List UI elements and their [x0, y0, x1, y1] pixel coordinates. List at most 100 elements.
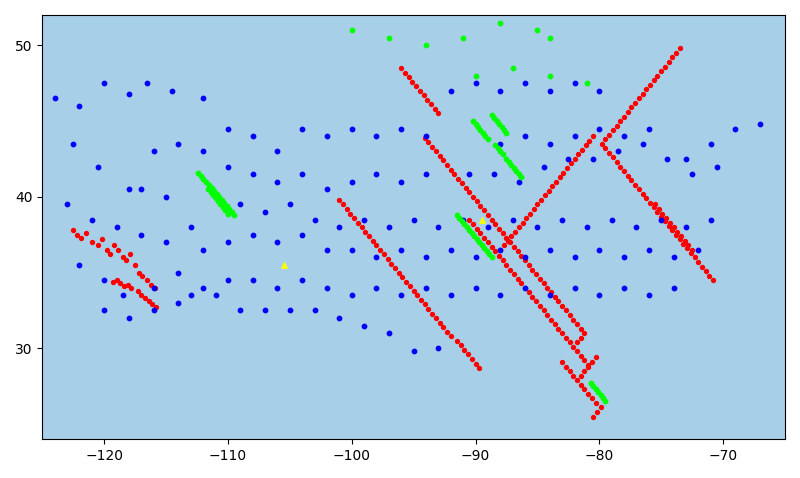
- Point: [458, 346, 470, 354]
- Point: [681, 245, 694, 252]
- Point: [629, 99, 642, 107]
- Point: [110, 276, 123, 284]
- Point: [468, 232, 481, 240]
- Point: [633, 185, 646, 193]
- Point: [469, 359, 482, 367]
- Point: [432, 345, 445, 352]
- Point: [640, 86, 653, 93]
- Point: [593, 292, 606, 299]
- Point: [567, 316, 580, 324]
- Point: [595, 140, 608, 148]
- Point: [428, 105, 441, 113]
- Point: [382, 34, 395, 42]
- Point: [346, 246, 358, 254]
- Point: [706, 276, 719, 284]
- Point: [100, 246, 113, 254]
- Point: [511, 275, 524, 282]
- Point: [234, 307, 246, 315]
- Point: [358, 216, 370, 223]
- Point: [729, 125, 742, 132]
- Point: [570, 320, 583, 328]
- Point: [321, 185, 334, 193]
- Point: [389, 264, 402, 272]
- Point: [494, 87, 506, 95]
- Point: [594, 403, 607, 411]
- Point: [359, 228, 372, 236]
- Point: [520, 214, 533, 222]
- Point: [466, 220, 479, 228]
- Point: [478, 234, 490, 241]
- Point: [582, 361, 594, 369]
- Point: [222, 239, 234, 246]
- Point: [470, 225, 483, 232]
- Point: [203, 181, 216, 188]
- Point: [346, 292, 358, 299]
- Point: [271, 148, 284, 155]
- Point: [636, 140, 649, 148]
- Point: [494, 19, 506, 26]
- Point: [48, 95, 61, 102]
- Point: [593, 87, 606, 95]
- Point: [543, 34, 556, 42]
- Point: [494, 292, 506, 299]
- Point: [432, 223, 445, 231]
- Point: [642, 246, 655, 254]
- Point: [406, 78, 418, 86]
- Point: [308, 307, 321, 315]
- Point: [574, 334, 587, 342]
- Point: [486, 254, 498, 261]
- Point: [686, 170, 698, 178]
- Point: [494, 246, 506, 254]
- Point: [496, 151, 509, 158]
- Point: [500, 155, 513, 163]
- Point: [418, 301, 431, 308]
- Point: [545, 316, 558, 324]
- Point: [625, 104, 638, 111]
- Point: [98, 307, 110, 315]
- Point: [530, 298, 542, 305]
- Point: [704, 216, 717, 223]
- Point: [370, 241, 383, 249]
- Point: [548, 293, 561, 301]
- Point: [556, 329, 569, 337]
- Point: [500, 130, 513, 137]
- Point: [662, 222, 675, 229]
- Point: [197, 95, 210, 102]
- Point: [358, 322, 370, 329]
- Point: [640, 195, 653, 202]
- Point: [618, 113, 630, 120]
- Point: [556, 216, 569, 223]
- Point: [562, 155, 574, 163]
- Point: [592, 389, 605, 396]
- Point: [91, 163, 104, 170]
- Point: [344, 210, 357, 217]
- Point: [385, 260, 398, 267]
- Point: [470, 197, 483, 205]
- Point: [421, 96, 434, 104]
- Point: [194, 172, 207, 179]
- Point: [488, 170, 501, 178]
- Point: [378, 250, 390, 258]
- Point: [258, 208, 271, 216]
- Point: [209, 195, 222, 202]
- Point: [618, 284, 630, 292]
- Point: [118, 282, 130, 290]
- Point: [543, 246, 556, 254]
- Point: [582, 390, 594, 398]
- Point: [206, 184, 218, 192]
- Point: [444, 87, 457, 95]
- Point: [603, 149, 616, 157]
- Point: [79, 229, 92, 237]
- Point: [625, 176, 638, 184]
- Point: [411, 292, 424, 299]
- Point: [518, 284, 531, 292]
- Point: [410, 82, 422, 90]
- Point: [656, 210, 669, 217]
- Point: [482, 211, 494, 219]
- Point: [122, 185, 135, 193]
- Point: [466, 117, 479, 125]
- Point: [86, 239, 98, 246]
- Point: [426, 143, 438, 151]
- Point: [579, 141, 592, 149]
- Point: [513, 178, 526, 185]
